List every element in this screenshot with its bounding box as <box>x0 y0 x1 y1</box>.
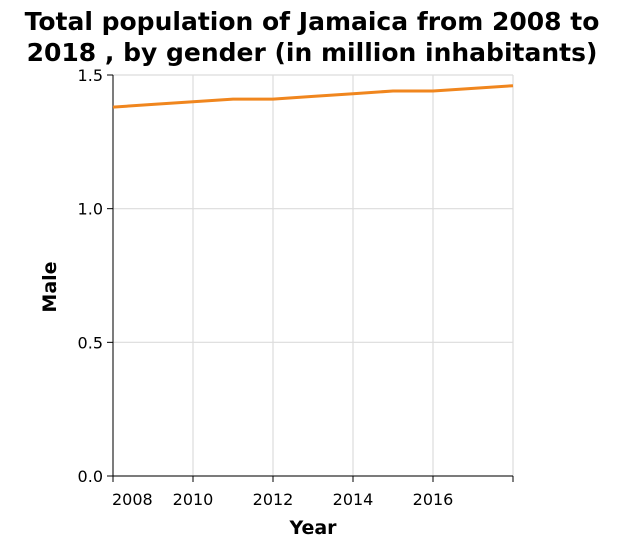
chart-title-line-2: 2018 , by gender (in million inhabitants… <box>27 38 598 67</box>
x-tick-label: 2010 <box>173 490 214 509</box>
x-tick-label: 2008 <box>112 490 153 509</box>
labels: Total population of Jamaica from 2008 to… <box>25 7 600 539</box>
chart-title-line-1: Total population of Jamaica from 2008 to <box>25 7 600 36</box>
y-tick-label: 1.0 <box>78 200 103 219</box>
y-tick-label: 0.5 <box>78 333 103 352</box>
y-tick-label: 0.0 <box>78 467 103 486</box>
y-tick-label: 1.5 <box>78 66 103 85</box>
x-tick-label: 2016 <box>413 490 454 509</box>
axes <box>107 74 514 482</box>
y-axis-label: Male <box>39 261 61 312</box>
x-tick-label: 2012 <box>253 490 294 509</box>
series-line-male <box>112 84 514 109</box>
x-axis-label: Year <box>288 517 337 539</box>
series <box>112 84 514 109</box>
x-tick-label: 2014 <box>333 490 374 509</box>
grid <box>112 74 514 477</box>
